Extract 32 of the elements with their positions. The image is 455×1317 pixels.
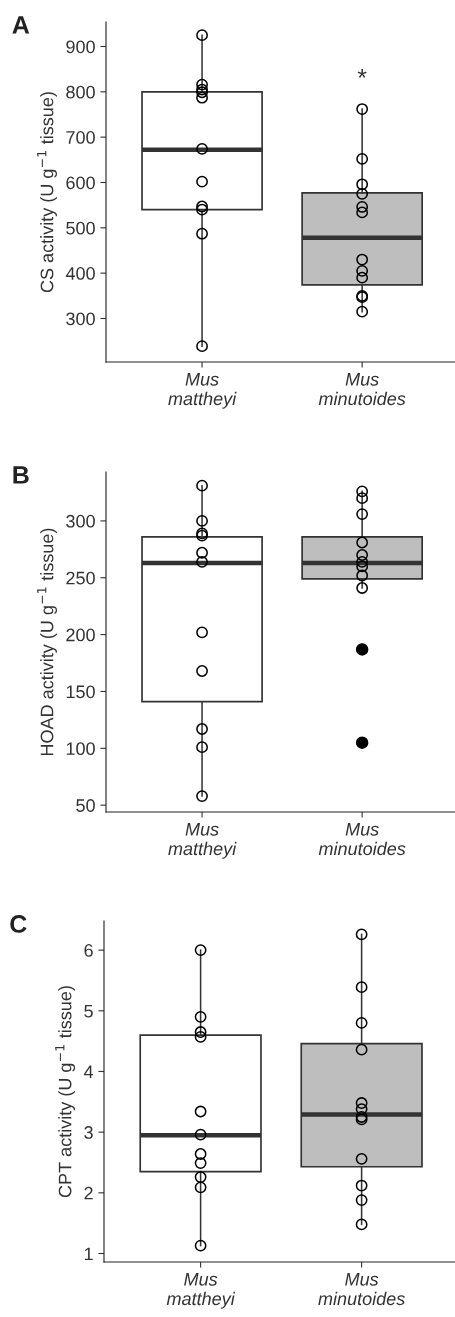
chart-title: C bbox=[10, 915, 27, 933]
chart-title: B bbox=[13, 466, 29, 484]
y-tick-label: 100 bbox=[66, 742, 95, 756]
y-axis-title: CPT activity (U g$^{−1}$ tissue) bbox=[55, 986, 76, 1198]
x-tick-label: Mus minutoides bbox=[318, 1273, 405, 1306]
y-tick-label: 50 bbox=[76, 799, 95, 812]
y-tick-label: 150 bbox=[66, 685, 95, 699]
x-tick-label: Mus mattheyi bbox=[168, 823, 237, 859]
y-tick-label: 600 bbox=[66, 176, 95, 190]
x-tick-label: Mus mattheyi bbox=[166, 1273, 236, 1309]
y-tick-label: 250 bbox=[66, 571, 95, 585]
y-tick-label: 200 bbox=[66, 628, 95, 642]
y-tick-label: 500 bbox=[66, 221, 95, 235]
x-tick-label: Mus minutoides bbox=[318, 373, 406, 406]
y-tick-label: 6 bbox=[84, 944, 93, 957]
annotation: * bbox=[357, 69, 367, 78]
x-tick-label: Mus minutoides bbox=[318, 823, 406, 856]
y-tick-label: 1 bbox=[84, 1247, 93, 1261]
y-tick-label: 900 bbox=[66, 40, 95, 54]
y-tick-label: 400 bbox=[65, 267, 95, 280]
chart-title: A bbox=[12, 16, 30, 34]
x-tick-label: Mus mattheyi bbox=[168, 373, 237, 409]
y-tick-label: 4 bbox=[83, 1065, 94, 1079]
y-tick-label: 3 bbox=[84, 1126, 93, 1139]
y-tick-label: 700 bbox=[66, 131, 95, 144]
y-axis-title: HOAD activity (U g$^{−1}$ tissue) bbox=[37, 528, 57, 756]
y-tick-label: 5 bbox=[84, 1004, 93, 1018]
y-tick-label: 2 bbox=[84, 1186, 93, 1200]
y-tick-label: 800 bbox=[66, 85, 95, 99]
y-tick-label: 300 bbox=[66, 514, 95, 528]
y-axis-title: CS activity (U g$^{−1}$ tissue) bbox=[37, 92, 57, 293]
y-tick-label: 300 bbox=[66, 312, 95, 326]
